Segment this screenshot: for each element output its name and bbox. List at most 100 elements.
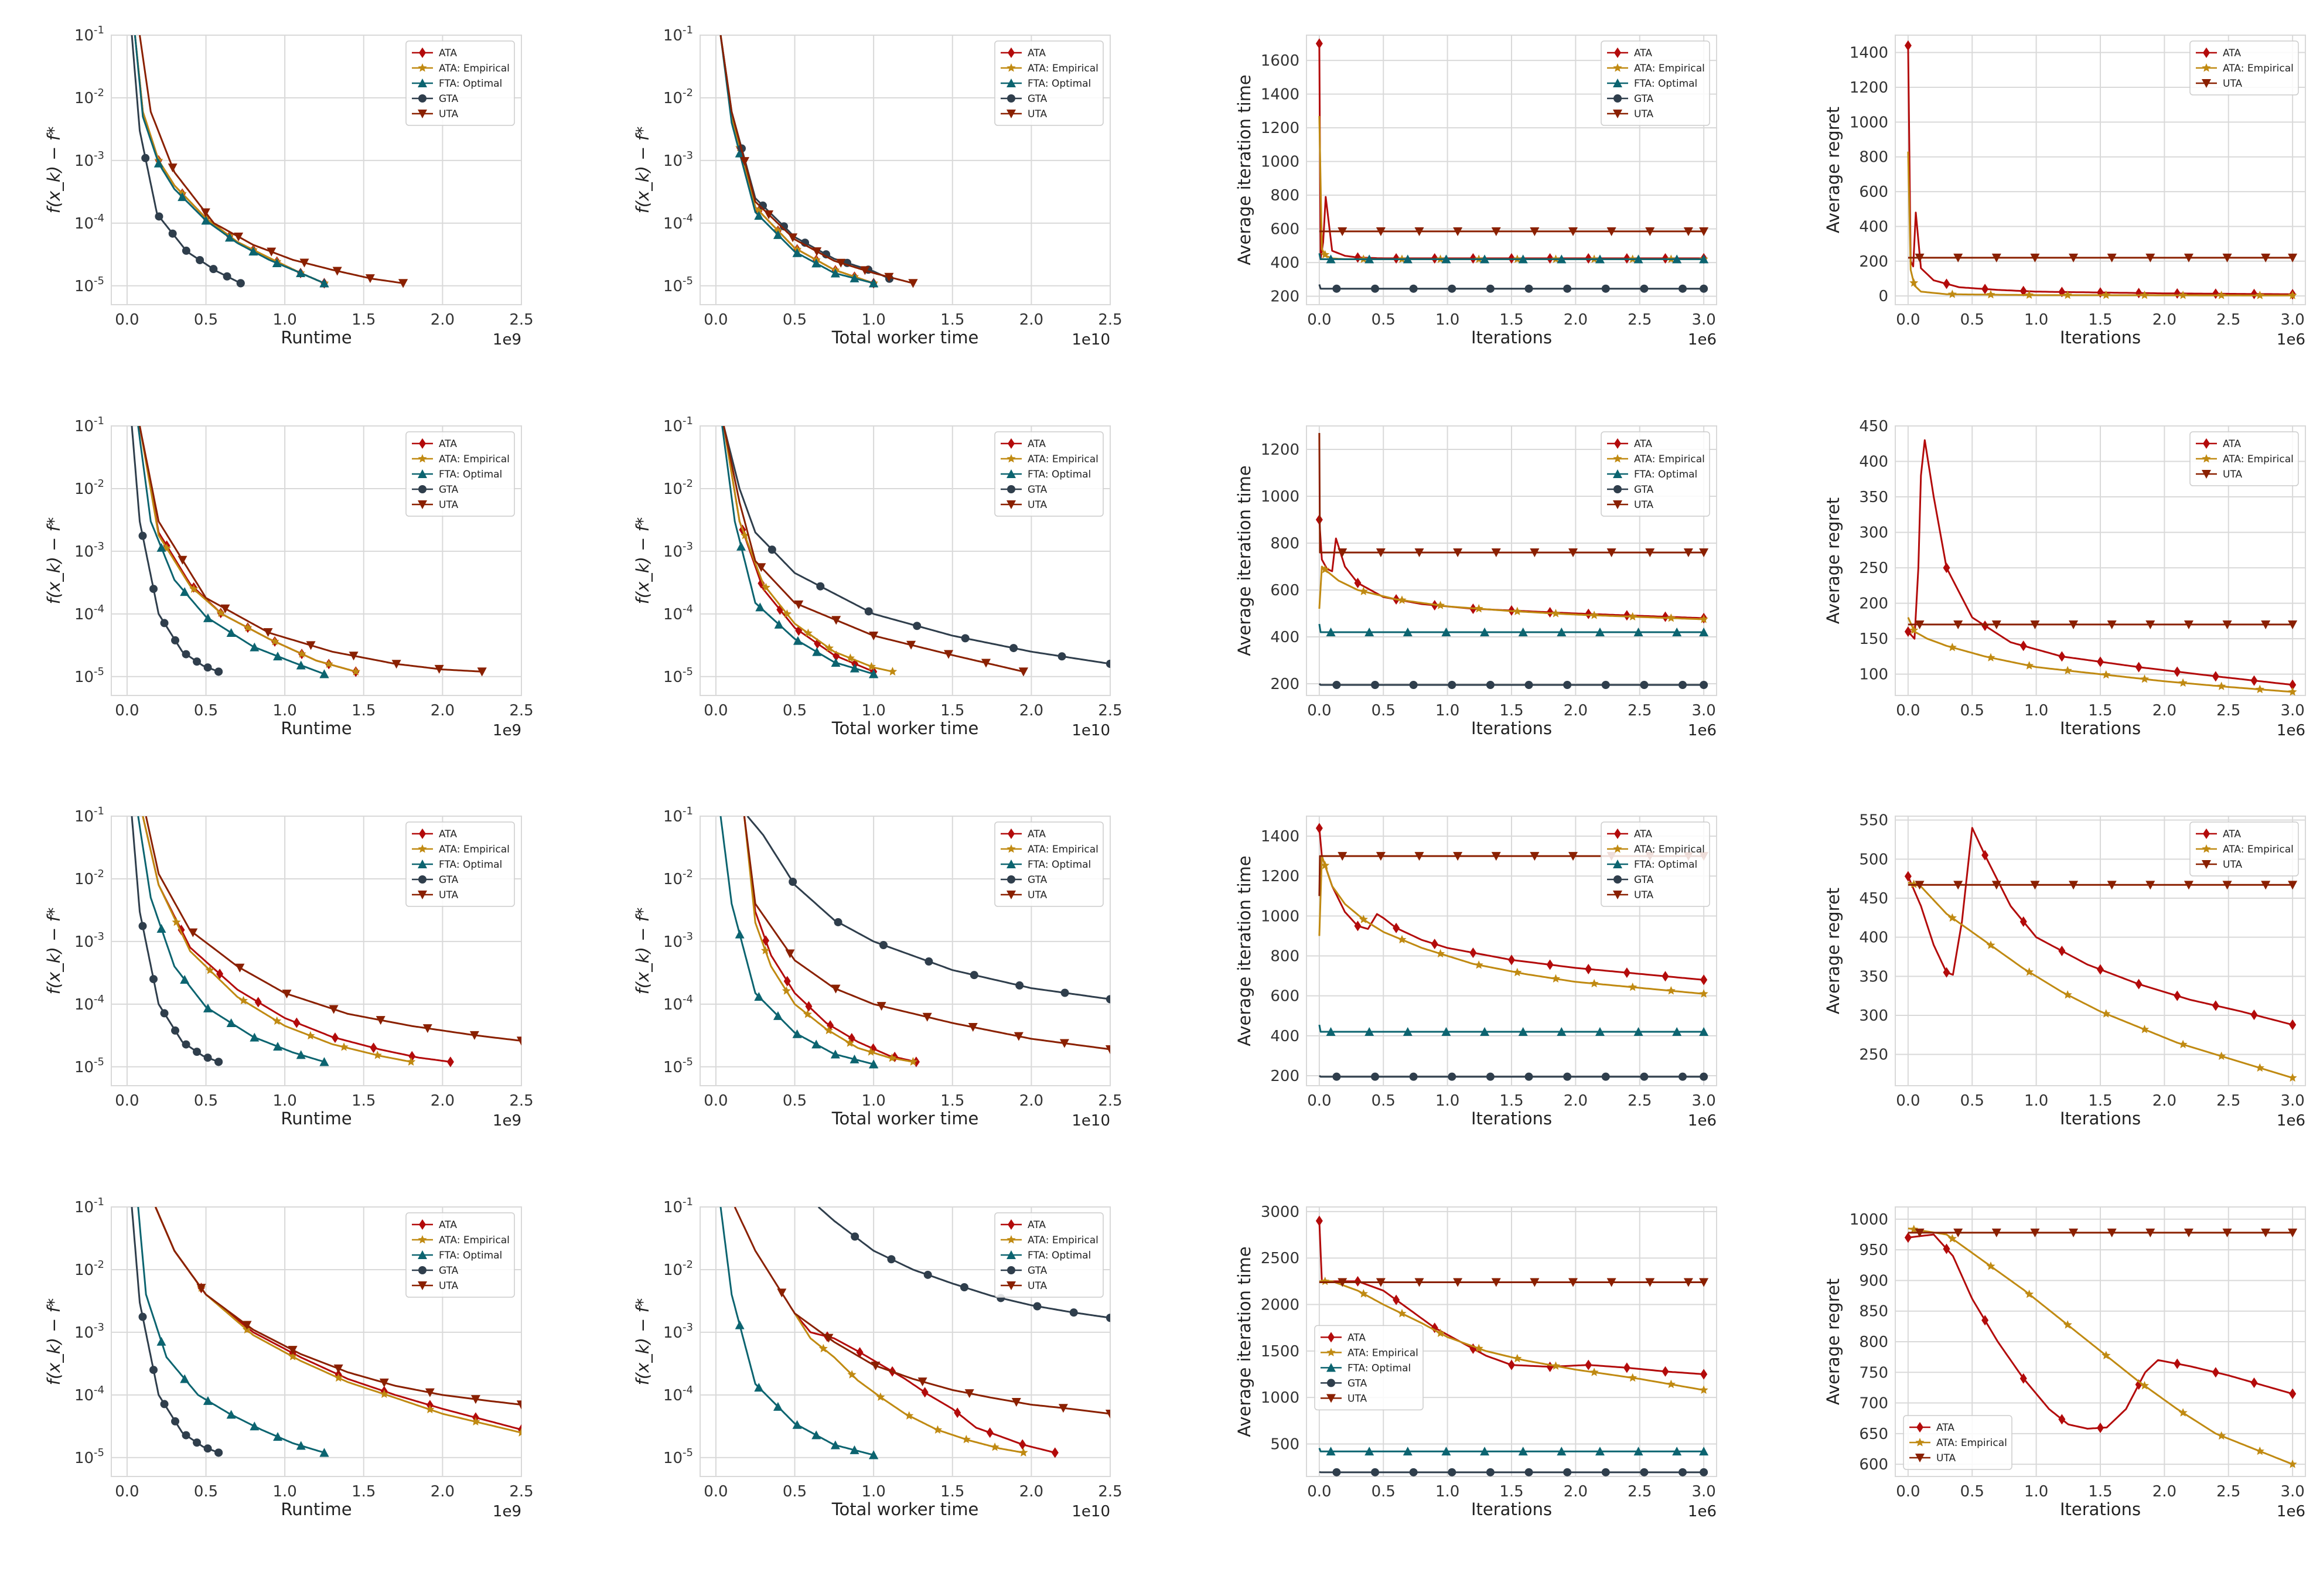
y-tick-label: 200 bbox=[1270, 676, 1299, 693]
x-tick-label: 0.5 bbox=[1372, 1483, 1396, 1500]
data-point bbox=[193, 1438, 202, 1447]
y-tick-label: 10-1 bbox=[663, 415, 693, 435]
legend-entry: UTA bbox=[1936, 1452, 1956, 1464]
series-uta bbox=[145, 816, 521, 1046]
data-point bbox=[1699, 254, 1709, 264]
data-point bbox=[2212, 288, 2219, 299]
legend-entry: ATA bbox=[439, 438, 457, 450]
data-point bbox=[1393, 1294, 1400, 1305]
data-point bbox=[1699, 548, 1709, 557]
y-tick-label: 10-2 bbox=[663, 478, 693, 498]
series-fta-optimal bbox=[719, 35, 879, 288]
legend-marker bbox=[1915, 1438, 1925, 1447]
x-tick-label: 1.5 bbox=[2088, 1092, 2112, 1110]
series-layer bbox=[1904, 1225, 2298, 1468]
data-point bbox=[1069, 1308, 1078, 1317]
x-axis-label: Iterations bbox=[1471, 1109, 1552, 1128]
y-tick-label: 10-3 bbox=[74, 540, 104, 561]
x-tick-label: 0.0 bbox=[1307, 1483, 1331, 1500]
y-tick-label: 450 bbox=[1859, 890, 1888, 908]
x-tick-label: 2.0 bbox=[431, 311, 455, 329]
axes-frame bbox=[1306, 816, 1717, 1086]
y-tick-label: 10-4 bbox=[663, 212, 693, 233]
legend-entry: GTA bbox=[1634, 484, 1654, 496]
legend-entry: ATA: Empirical bbox=[2223, 844, 2294, 855]
data-point bbox=[1699, 1278, 1709, 1287]
legend-entry: GTA bbox=[1634, 93, 1654, 105]
data-point bbox=[2107, 1228, 2117, 1237]
data-point bbox=[961, 634, 970, 643]
data-point bbox=[1915, 1228, 1925, 1237]
data-point bbox=[1601, 1468, 1610, 1476]
data-point bbox=[193, 657, 202, 666]
x-axis-label: Iterations bbox=[1471, 718, 1552, 738]
data-point bbox=[1397, 935, 1407, 944]
data-point bbox=[1699, 1447, 1709, 1456]
data-point bbox=[1058, 1404, 1068, 1413]
data-point bbox=[755, 602, 765, 612]
data-point bbox=[1991, 881, 2001, 890]
data-point bbox=[1546, 959, 1554, 970]
data-point bbox=[1453, 852, 1463, 861]
y-tick-label: 450 bbox=[1859, 418, 1888, 435]
x-tick-label: 0.0 bbox=[704, 702, 728, 719]
data-point bbox=[917, 1377, 927, 1387]
y-tick-label: 10-2 bbox=[74, 478, 104, 498]
x-tick-label: 1.0 bbox=[272, 1092, 296, 1110]
y-tick-label: 850 bbox=[1859, 1303, 1888, 1321]
legend-entry: ATA: Empirical bbox=[1028, 453, 1098, 465]
legend-entry: ATA: Empirical bbox=[1634, 453, 1705, 465]
data-point bbox=[2212, 1367, 2219, 1378]
data-point bbox=[2288, 881, 2298, 890]
legend-entry: FTA: Optimal bbox=[1028, 1250, 1091, 1261]
data-point bbox=[171, 636, 180, 644]
data-point bbox=[203, 613, 213, 622]
data-point bbox=[1530, 548, 1540, 557]
series-gta bbox=[131, 35, 245, 288]
legend: ATA ATA: Empirical FTA: Optimal GTA UTA bbox=[1314, 1325, 1424, 1411]
data-point bbox=[2019, 640, 2027, 652]
data-point bbox=[2102, 1009, 2111, 1018]
data-point bbox=[189, 584, 199, 593]
data-point bbox=[1589, 1367, 1599, 1376]
series-gta bbox=[1318, 681, 1708, 689]
axes-frame bbox=[1895, 35, 2306, 305]
data-point bbox=[884, 272, 894, 282]
data-point bbox=[860, 266, 870, 275]
chart-r1-c3: 0.0 0.5 1.0 1.5 2.0 2.5 3.0 200 400 600 800 1000 120… bbox=[1234, 35, 1717, 349]
x-tick-label: 1.0 bbox=[1435, 311, 1459, 329]
series-fta-optimal bbox=[719, 816, 879, 1069]
y-axis-label: f(x_k) − f* bbox=[44, 517, 64, 605]
x-tick-label: 3.0 bbox=[2280, 1483, 2304, 1500]
series-layer bbox=[131, 35, 408, 289]
x-tick-label: 1.5 bbox=[2088, 311, 2112, 329]
x-tick-label: 2.0 bbox=[1019, 702, 1043, 719]
legend-marker bbox=[1613, 469, 1622, 478]
y-axis-label: Average iteration time bbox=[1234, 1246, 1254, 1437]
data-point bbox=[869, 631, 879, 640]
data-point bbox=[138, 922, 147, 930]
legend-entry: UTA bbox=[439, 499, 459, 511]
x-tick-label: 0.5 bbox=[194, 1483, 218, 1500]
data-point bbox=[1628, 982, 1637, 991]
legend-entry: FTA: Optimal bbox=[1634, 78, 1697, 90]
data-point bbox=[2102, 670, 2111, 679]
data-point bbox=[1595, 628, 1605, 636]
y-tick-label: 10-4 bbox=[74, 993, 104, 1014]
y-tick-label: 1200 bbox=[1850, 79, 1888, 97]
x-tick-label: 2.0 bbox=[1019, 1483, 1043, 1500]
x-tick-label: 0.5 bbox=[1960, 1483, 1984, 1500]
data-point bbox=[2107, 620, 2117, 629]
y-axis-label: Average regret bbox=[1823, 1278, 1843, 1405]
legend-box bbox=[1601, 40, 1710, 126]
data-point bbox=[1491, 852, 1501, 861]
data-point bbox=[1441, 1027, 1451, 1036]
data-point bbox=[1589, 978, 1599, 988]
legend-marker bbox=[1326, 1394, 1336, 1403]
data-point bbox=[850, 273, 859, 282]
series-layer bbox=[721, 426, 1110, 678]
data-point bbox=[761, 582, 770, 592]
data-point bbox=[477, 667, 487, 677]
y-tick-label: 10-3 bbox=[663, 149, 693, 170]
data-point bbox=[887, 1053, 897, 1062]
